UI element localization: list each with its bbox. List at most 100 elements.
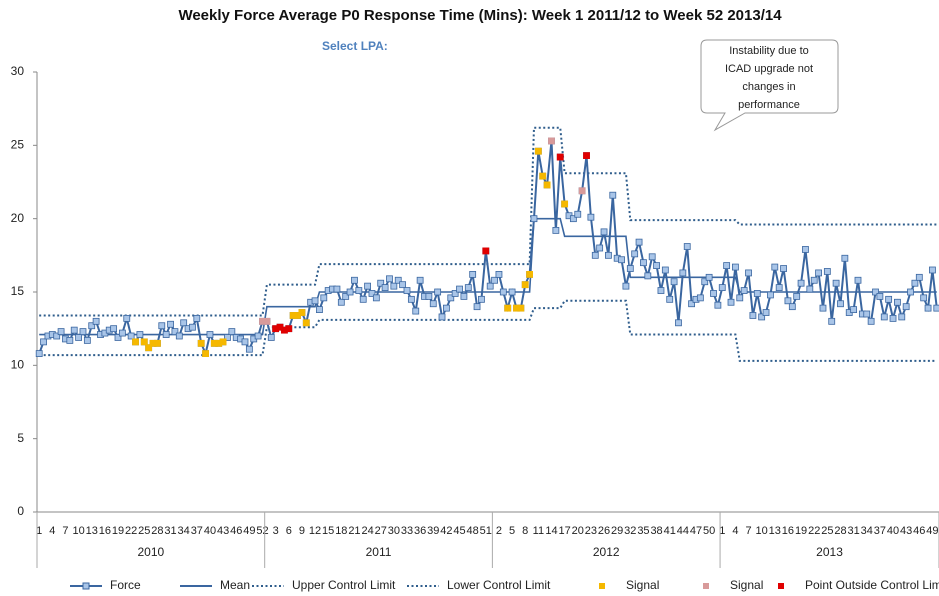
data-marker [788, 303, 796, 311]
data-marker [841, 254, 849, 262]
data-marker [587, 213, 595, 221]
data-marker [784, 297, 792, 305]
data-marker [486, 282, 494, 290]
data-marker [189, 323, 196, 331]
data-marker [815, 269, 822, 277]
data-marker [460, 292, 468, 300]
data-marker [75, 334, 82, 341]
legend-label: Lower Control Limit [447, 578, 551, 592]
data-marker [70, 326, 78, 334]
data-marker [902, 303, 910, 311]
x-tick-label: 39 [427, 525, 439, 537]
data-marker [731, 263, 739, 271]
x-tick-label: 21 [348, 525, 360, 537]
x-tick-label: 34 [178, 525, 190, 537]
group-label: 2011 [366, 545, 392, 559]
x-tick-label: 37 [874, 525, 886, 537]
legend-swatch [778, 583, 784, 589]
x-tick-label: 7 [745, 525, 751, 537]
data-marker [723, 262, 731, 270]
data-marker [609, 191, 617, 199]
data-marker [407, 295, 415, 303]
data-marker [57, 328, 65, 336]
legend-label: Signal [730, 578, 763, 592]
data-marker [302, 319, 310, 327]
data-marker [381, 284, 389, 292]
x-tick-label: 43 [217, 525, 229, 537]
y-tick-label: 0 [17, 504, 24, 518]
data-marker [355, 287, 363, 294]
data-marker [118, 329, 126, 337]
annotation: ICAD upgrade not [725, 63, 813, 75]
x-tick-label: 15 [322, 525, 334, 537]
x-tick-label: 49 [926, 525, 938, 537]
annotation: Instability due to [729, 45, 809, 57]
x-tick-label: 1 [719, 525, 725, 537]
data-marker [696, 294, 704, 302]
data-marker [583, 152, 590, 160]
x-tick-label: 47 [690, 525, 702, 537]
x-tick-label: 20 [572, 525, 584, 537]
legend-label: Force [110, 578, 141, 592]
data-marker [898, 313, 906, 321]
x-tick-label: 4 [732, 525, 738, 537]
x-tick-label: 40 [887, 525, 899, 537]
data-marker [228, 328, 236, 336]
data-marker [539, 172, 547, 180]
x-tick-label: 6 [286, 525, 292, 537]
data-marker [412, 307, 420, 315]
y-tick-label: 25 [11, 138, 25, 152]
data-marker [456, 285, 463, 293]
data-marker [254, 332, 262, 340]
x-tick-label: 19 [795, 525, 807, 537]
data-marker [823, 268, 831, 275]
x-tick-label: 13 [86, 525, 98, 537]
data-marker [832, 279, 840, 287]
x-tick-label: 26 [598, 525, 610, 537]
x-tick-label: 23 [585, 525, 597, 537]
data-marker [771, 263, 779, 271]
data-marker [364, 282, 371, 290]
legend-item: Lower Control Limit [407, 578, 551, 592]
data-marker [429, 300, 437, 308]
data-marker [132, 338, 139, 346]
data-marker [622, 282, 630, 290]
x-tick-label: 46 [913, 525, 925, 537]
data-marker [394, 276, 402, 284]
data-marker [145, 344, 153, 352]
data-marker [600, 228, 608, 236]
data-marker [574, 210, 582, 218]
group-label: 2012 [593, 545, 620, 559]
data-marker [180, 319, 188, 327]
data-marker [775, 284, 783, 292]
data-marker [127, 332, 135, 340]
data-marker [40, 338, 47, 346]
data-marker [530, 215, 538, 223]
y-tick-label: 20 [11, 211, 25, 225]
data-marker [351, 276, 358, 284]
data-marker [915, 273, 923, 281]
x-tick-label: 11 [533, 525, 544, 537]
data-marker [596, 244, 604, 252]
data-marker [626, 265, 634, 272]
data-marker [79, 328, 87, 336]
x-tick-label: 25 [821, 525, 833, 537]
data-marker [517, 304, 525, 312]
data-marker [648, 253, 656, 261]
data-marker [114, 334, 122, 341]
data-marker [740, 287, 748, 294]
annotation: changes in [742, 81, 795, 93]
y-tick-label: 30 [11, 64, 25, 78]
legend-item: Upper Control Limit [252, 578, 396, 592]
data-marker [710, 290, 717, 297]
data-marker [372, 294, 380, 302]
data-marker [298, 309, 306, 316]
x-tick-label: 14 [545, 525, 557, 537]
x-tick-label: 45 [453, 525, 465, 537]
data-marker [749, 312, 757, 319]
data-marker [640, 259, 647, 267]
x-tick-label: 19 [112, 525, 124, 537]
data-marker [35, 350, 43, 358]
data-marker [578, 187, 586, 195]
